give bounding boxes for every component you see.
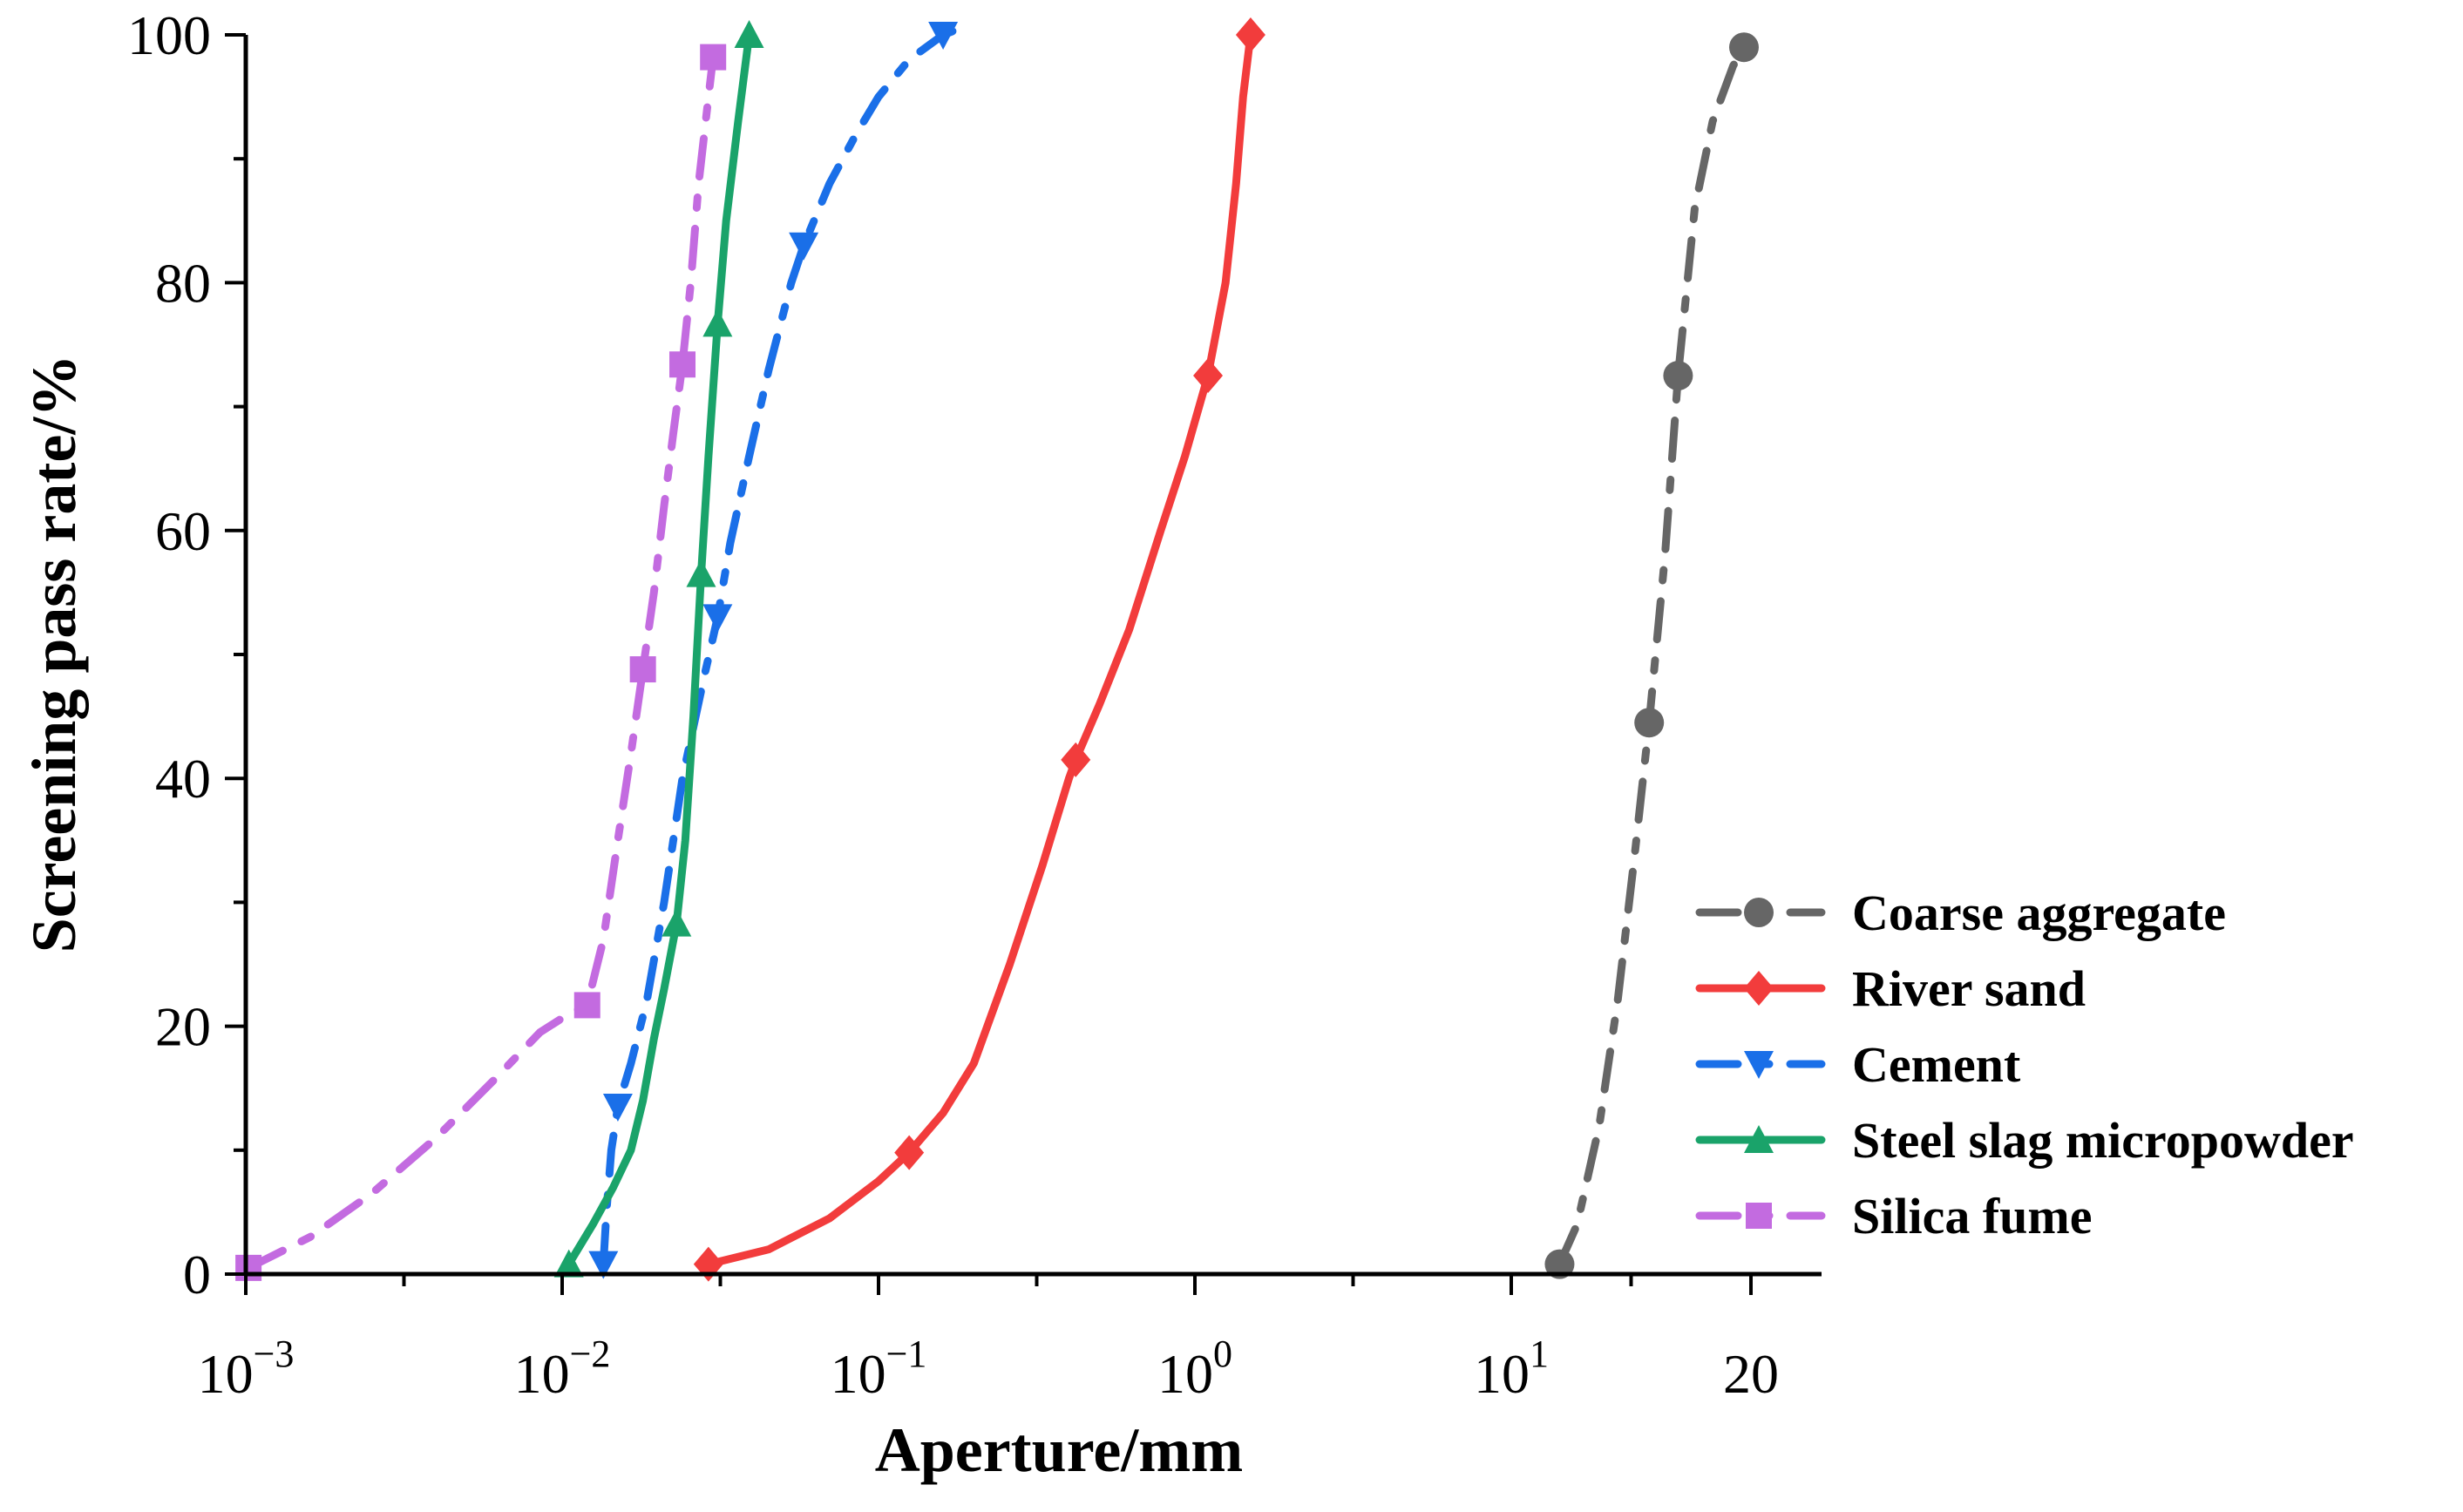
legend-label: Steel slag micropowder	[1852, 1112, 2354, 1169]
y-ticks: 0 20 40 60 80 100	[127, 4, 246, 1305]
legend-item: Steel slag micropowder	[1695, 1112, 2354, 1169]
data-point	[629, 656, 656, 683]
legend-item: Silica fume	[1695, 1188, 2092, 1244]
x-tick-exponent: 0	[1213, 1332, 1232, 1375]
series-coarse-aggregate	[1544, 32, 1759, 1279]
data-point	[702, 309, 733, 337]
y-tick-label: 40	[155, 748, 211, 810]
legend-marker	[1744, 1125, 1774, 1153]
x-tick-exponent: −2	[570, 1332, 611, 1375]
x-tick-label: 100	[1157, 1332, 1232, 1405]
legend-marker	[1744, 971, 1774, 1006]
x-tick-label: 20	[1723, 1343, 1779, 1405]
x-tick-base: 10	[1157, 1343, 1213, 1405]
x-tick-exponent: −1	[886, 1332, 927, 1375]
legend-label: Cement	[1852, 1036, 2021, 1093]
legend-marker	[1746, 1203, 1772, 1229]
y-tick-label: 100	[127, 4, 211, 66]
x-tick-label: 10−2	[514, 1332, 611, 1405]
data-point	[669, 351, 696, 378]
legend-marker	[1744, 1051, 1774, 1079]
data-point	[602, 1094, 633, 1122]
data-point	[1728, 32, 1759, 63]
x-tick-base: 10	[198, 1343, 254, 1405]
legend-label: River sand	[1852, 960, 2086, 1017]
data-point	[700, 44, 727, 71]
data-point	[235, 1254, 262, 1281]
x-tick-label: 10−3	[198, 1332, 295, 1405]
series-cement	[588, 22, 964, 1279]
y-tick-label: 0	[183, 1244, 211, 1305]
data-point	[588, 1251, 619, 1279]
x-tick-exponent: 1	[1530, 1332, 1549, 1375]
series-steel-slag-micropowder	[553, 20, 764, 1278]
plot-area	[235, 17, 1759, 1282]
data-point	[686, 559, 716, 587]
legend-marker	[1744, 898, 1774, 927]
data-point	[573, 992, 600, 1019]
series-line	[244, 53, 717, 1272]
y-tick-label: 80	[155, 252, 211, 314]
data-point	[702, 604, 733, 633]
x-tick-base: 10	[1474, 1343, 1530, 1405]
data-point	[928, 22, 959, 50]
x-tick-label: 10−1	[831, 1332, 927, 1405]
series-line	[565, 31, 754, 1269]
x-tick-exponent: −3	[254, 1332, 295, 1375]
x-tick-base: 10	[514, 1343, 570, 1405]
series-line	[599, 24, 964, 1269]
y-axis-title: Screening pass rate/%	[19, 355, 89, 953]
legend-item: Cement	[1695, 1036, 2021, 1093]
x-tick-base: 20	[1723, 1343, 1779, 1405]
data-point	[1193, 358, 1224, 394]
legend-item: River sand	[1695, 960, 2086, 1017]
data-point	[1061, 742, 1091, 777]
legend-label: Silica fume	[1852, 1188, 2092, 1244]
series-line	[1555, 43, 1748, 1269]
x-axis-title: Aperture/mm	[875, 1415, 1244, 1485]
legend-item: Coarse aggregate	[1695, 885, 2226, 941]
legend: Coarse aggregate River sand Cement Steel sl…	[1695, 885, 2354, 1244]
x-ticks: 10−3 10−2 10−1 100 101 20	[198, 1274, 1779, 1405]
data-point	[553, 1249, 584, 1278]
x-tick-base: 10	[831, 1343, 886, 1405]
y-tick-label: 20	[155, 996, 211, 1058]
series-silica-fume	[235, 44, 727, 1281]
data-point	[894, 1135, 925, 1170]
series-river-sand	[693, 17, 1265, 1282]
data-point	[1663, 361, 1693, 391]
data-point	[734, 20, 764, 48]
data-point	[1544, 1249, 1575, 1279]
y-tick-label: 60	[155, 500, 211, 562]
legend-label: Coarse aggregate	[1852, 885, 2226, 941]
data-point	[1235, 17, 1265, 52]
data-point	[662, 908, 692, 937]
data-point	[1634, 708, 1665, 738]
x-tick-label: 101	[1474, 1332, 1549, 1405]
data-point	[789, 232, 819, 261]
series-line	[704, 31, 1255, 1269]
